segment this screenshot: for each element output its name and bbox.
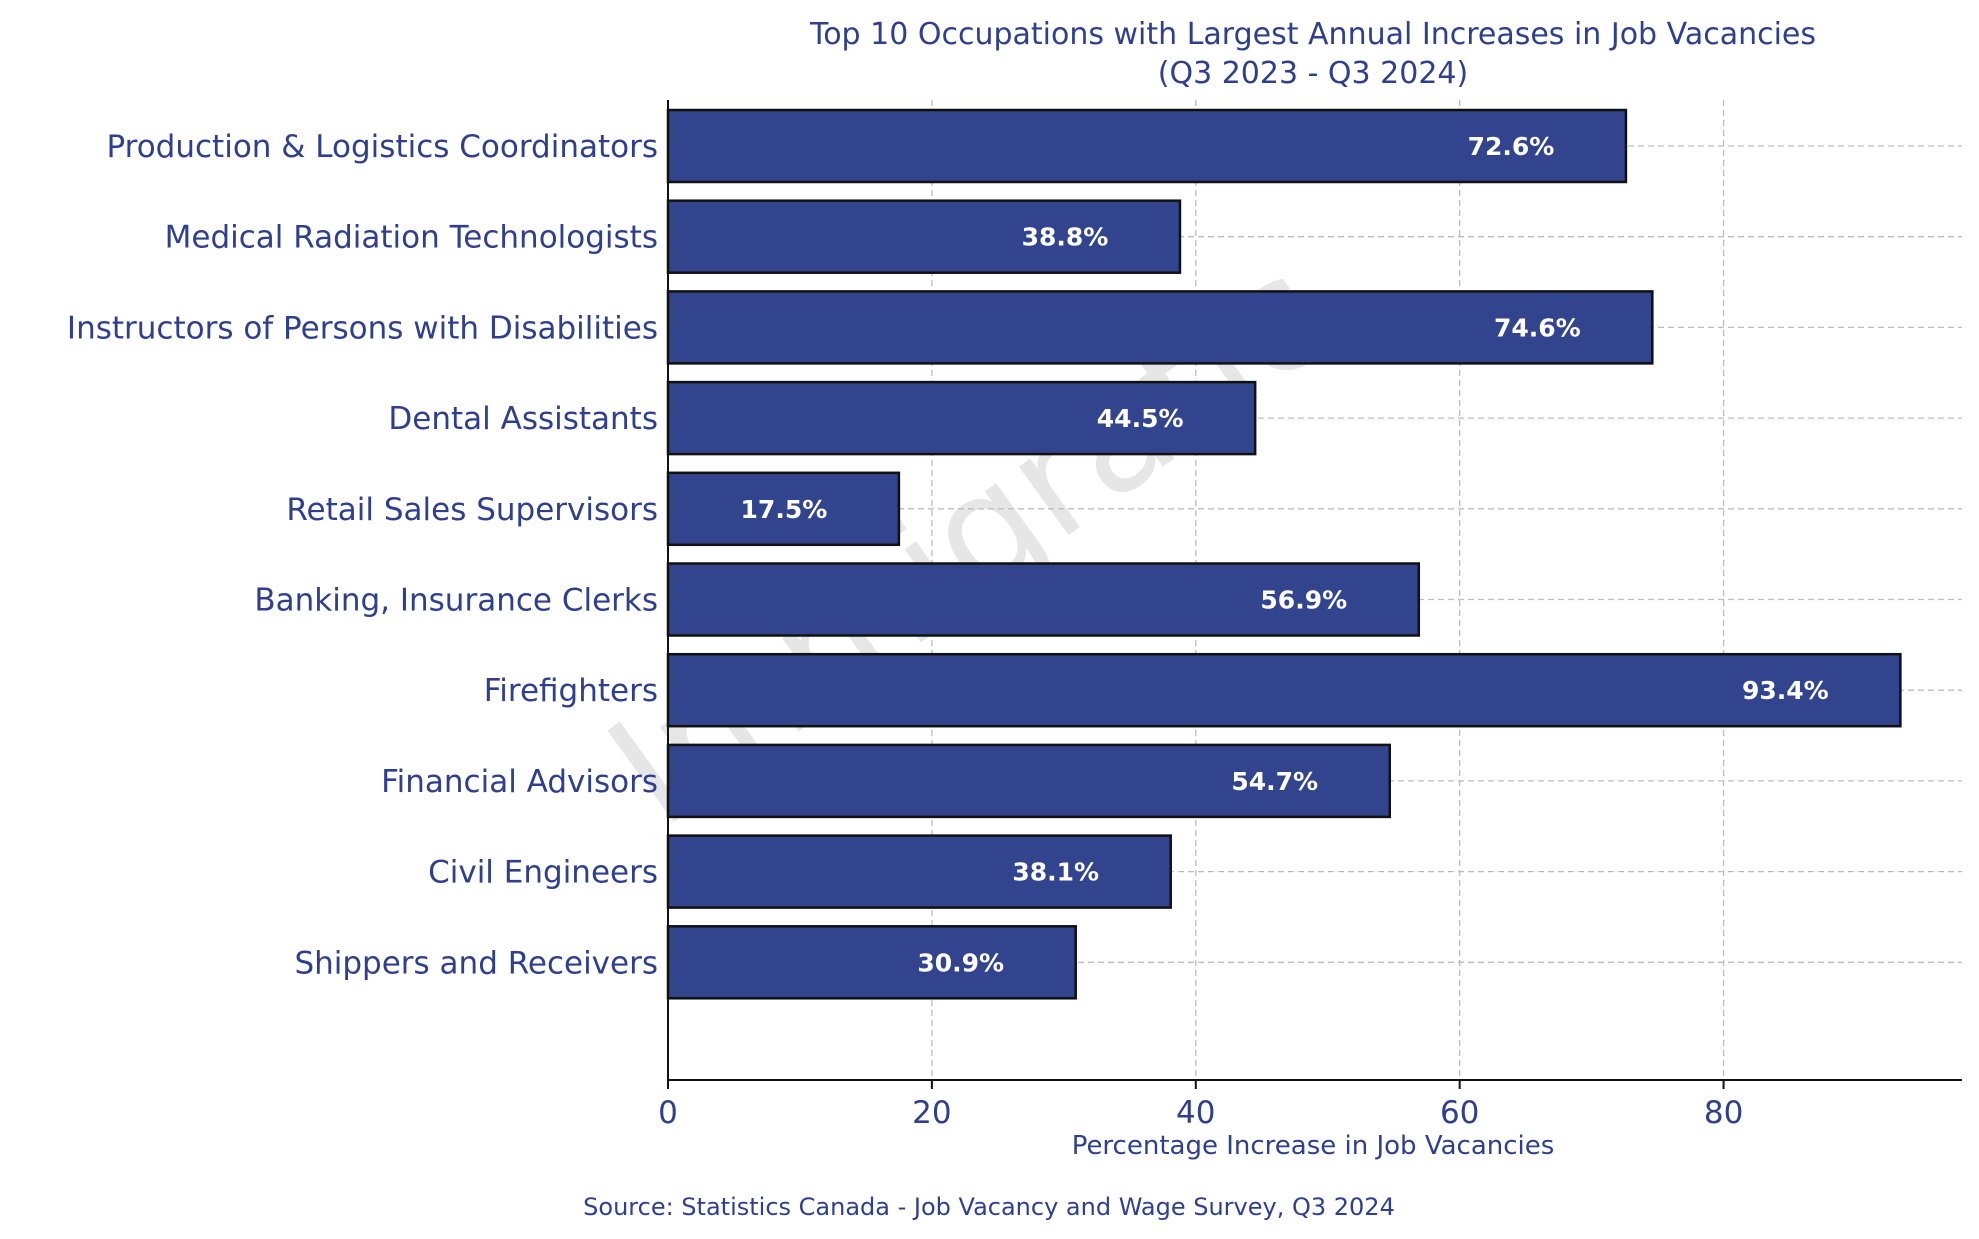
data-label: 38.8%	[1022, 223, 1109, 252]
x-tick-label: 40	[1176, 1095, 1215, 1131]
x-axis-ticks: 0 20 40 60 80	[658, 1080, 1743, 1131]
data-label: 30.9%	[917, 948, 1004, 977]
data-label: 38.1%	[1012, 858, 1099, 887]
bar	[666, 562, 1421, 637]
category-label: Banking, Insurance Clerks	[254, 583, 658, 619]
bars	[666, 108, 1902, 1000]
data-label: 93.4%	[1742, 676, 1829, 705]
category-label: Dental Assistants	[388, 401, 658, 437]
category-label: Retail Sales Supervisors	[286, 492, 658, 528]
source-note: Source: Statistics Canada - Job Vacancy …	[583, 1193, 1395, 1221]
bar	[666, 108, 1628, 184]
bar	[666, 290, 1654, 365]
bar	[666, 743, 1391, 819]
data-label: 44.5%	[1097, 404, 1184, 433]
category-label: Firefighters	[484, 673, 658, 709]
bar	[666, 380, 1257, 456]
data-label: 72.6%	[1468, 132, 1555, 161]
category-label: Production & Logistics Coordinators	[107, 129, 659, 165]
data-label: 54.7%	[1231, 767, 1318, 796]
category-label: Medical Radiation Technologists	[165, 220, 658, 256]
x-tick-label: 0	[658, 1095, 678, 1131]
data-label: 56.9%	[1260, 586, 1347, 615]
data-label: 17.5%	[741, 495, 828, 524]
data-labels: 72.6% 38.8% 74.6% 44.5% 17.5% 56.9% 93.4% 54.7%…	[741, 132, 1829, 977]
category-label: Civil Engineers	[428, 855, 658, 891]
category-labels: Production & Logistics Coordinators Medic…	[67, 129, 658, 981]
chart-subtitle: (Q3 2023 - Q3 2024)	[1158, 56, 1468, 91]
x-axis-label: Percentage Increase in Job Vacancies	[1072, 1131, 1555, 1161]
x-tick-label: 60	[1440, 1095, 1479, 1131]
x-tick-label: 80	[1704, 1095, 1743, 1131]
bar	[666, 925, 1077, 1000]
category-label: Financial Advisors	[381, 764, 658, 800]
category-label: Instructors of Persons with Disabilities	[67, 310, 658, 346]
data-label: 74.6%	[1494, 313, 1581, 342]
category-label: Shippers and Receivers	[294, 945, 658, 981]
chart-title: Top 10 Occupations with Largest Annual I…	[809, 17, 1816, 52]
x-tick-label: 20	[912, 1095, 951, 1131]
bar	[666, 652, 1902, 728]
bar	[666, 471, 901, 547]
